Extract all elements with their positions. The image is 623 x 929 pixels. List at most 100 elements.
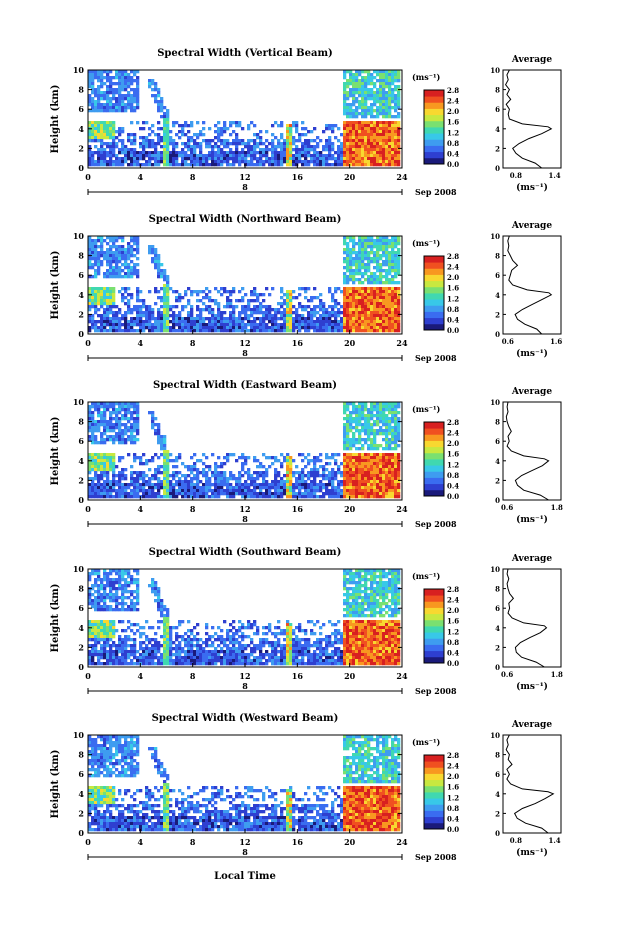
average-profile-line <box>505 69 553 169</box>
x-tick-label: 12 <box>239 837 250 847</box>
colorbar-swatch <box>424 323 444 331</box>
y-tick-label: 0 <box>78 828 84 838</box>
y-tick-label: 10 <box>73 397 85 407</box>
avg-x-tick-label: 1.6 <box>550 337 562 346</box>
colorbar-swatch <box>424 311 444 319</box>
x-tick-label: 20 <box>344 338 356 348</box>
colorbar-swatch <box>424 286 444 294</box>
colorbar-swatch <box>424 262 444 269</box>
colorbar-swatch <box>424 798 444 805</box>
colorbar-swatch <box>424 452 444 460</box>
x-tick-label: 20 <box>344 172 356 182</box>
colorbar-swatch <box>424 114 444 122</box>
heatmap-cells <box>88 402 401 499</box>
average-frame <box>502 734 562 834</box>
x-tick-label: 4 <box>138 671 144 681</box>
average-profile-line <box>505 734 555 834</box>
average-title: Average <box>511 554 552 564</box>
y-axis-label: Height (km) <box>50 584 61 653</box>
colorbar-swatch <box>424 595 444 602</box>
average-xlabel: (ms⁻¹) <box>516 847 548 858</box>
avg-x-tick-label: 0.6 <box>501 670 513 679</box>
colorbar-tick-label: 2.4 <box>447 97 459 106</box>
colorbar-swatch <box>424 434 444 441</box>
date-label: 8 <box>242 182 248 192</box>
colorbar-swatch <box>424 656 444 664</box>
colorbar-tick-label: 1.2 <box>447 294 459 303</box>
x-tick-label: 20 <box>344 671 356 681</box>
avg-x-tick-label: 1.8 <box>551 503 563 512</box>
avg-y-tick-label: 2 <box>495 809 500 818</box>
colorbar-tick-label: 2.0 <box>447 439 459 448</box>
colorbar-swatch <box>424 644 444 652</box>
y-tick-label: 8 <box>78 85 84 95</box>
panel-1: Spectral Width (Vertical Beam) Height (km… <box>50 48 562 197</box>
colorbar-swatch <box>424 280 444 288</box>
colorbar-swatch <box>424 761 444 768</box>
y-tick-label: 2 <box>78 642 84 652</box>
colorbar-swatch <box>424 650 444 658</box>
y-tick-label: 2 <box>78 309 84 319</box>
colorbar-tick-label: 2.8 <box>447 86 459 95</box>
average-profile-line <box>505 401 550 501</box>
date-label: 8 <box>242 847 248 857</box>
x-axis-label-local-time: Local Time <box>214 871 276 882</box>
panel-title: Spectral Width (Northward Beam) <box>149 214 342 225</box>
colorbar-tick-label: 1.6 <box>447 450 459 459</box>
x-tick-label: 0 <box>85 338 91 348</box>
colorbar-swatch <box>424 127 444 134</box>
y-tick-label: 2 <box>78 808 84 818</box>
avg-y-tick-label: 8 <box>495 418 500 427</box>
avg-x-tick-label: 1.8 <box>551 670 563 679</box>
date-label: 8 <box>242 348 248 358</box>
colorbar-tick-label: 2.4 <box>447 762 459 771</box>
colorbar-swatch <box>424 465 444 472</box>
avg-y-tick-label: 10 <box>490 232 500 241</box>
panel-4: Spectral Width (Southward Beam) Height (k… <box>50 547 563 696</box>
avg-y-tick-label: 4 <box>495 624 500 633</box>
colorbar-swatch <box>424 477 444 485</box>
average-profile-line <box>507 235 553 335</box>
colorbar-tick-label: 0.0 <box>447 492 459 501</box>
colorbar-tick-label: 2.4 <box>447 596 459 605</box>
colorbar-tick-label: 2.0 <box>447 273 459 282</box>
x-tick-label: 4 <box>138 837 144 847</box>
colorbar-tick-label: 2.0 <box>447 606 459 615</box>
y-tick-label: 2 <box>78 475 84 485</box>
colorbar-swatch <box>424 459 444 466</box>
colorbar-swatch <box>424 428 444 435</box>
avg-y-tick-label: 0 <box>495 663 500 672</box>
y-tick-label: 6 <box>78 104 84 114</box>
x-tick-label: 16 <box>292 671 304 681</box>
colorbar-tick-label: 2.0 <box>447 107 459 116</box>
colorbar-tick-label: 2.8 <box>447 585 459 594</box>
avg-y-tick-label: 10 <box>490 565 500 574</box>
colorbar-tick-label: 0.8 <box>447 638 459 647</box>
panel-5: Spectral Width (Westward Beam) Height (km… <box>50 713 562 862</box>
y-tick-label: 4 <box>78 789 84 799</box>
average-title: Average <box>511 387 552 397</box>
avg-y-tick-label: 4 <box>495 790 500 799</box>
colorbar-tick-label: 0.8 <box>447 139 459 148</box>
y-tick-label: 10 <box>73 231 85 241</box>
avg-y-tick-label: 0 <box>495 829 500 838</box>
colorbar-tick-label: 2.4 <box>447 263 459 272</box>
colorbar-swatch <box>424 317 444 325</box>
colorbar-frame <box>423 89 445 165</box>
colorbar-swatch <box>424 440 444 448</box>
heatmap-cells <box>88 569 401 666</box>
colorbar-swatch <box>424 619 444 627</box>
colorbar-tick-label: 0.8 <box>447 804 459 813</box>
x-tick-label: 24 <box>396 338 408 348</box>
colorbar-tick-label: 2.8 <box>447 751 459 760</box>
colorbar-swatch <box>424 785 444 793</box>
y-tick-label: 10 <box>73 730 85 740</box>
x-tick-label: 4 <box>138 504 144 514</box>
x-tick-label: 16 <box>292 837 304 847</box>
colorbar-swatch <box>424 607 444 615</box>
avg-y-tick-label: 8 <box>495 252 500 261</box>
avg-y-tick-label: 0 <box>495 330 500 339</box>
colorbar-swatch <box>424 139 444 146</box>
colorbar-tick-label: 0.4 <box>447 315 459 324</box>
avg-y-tick-label: 2 <box>495 476 500 485</box>
